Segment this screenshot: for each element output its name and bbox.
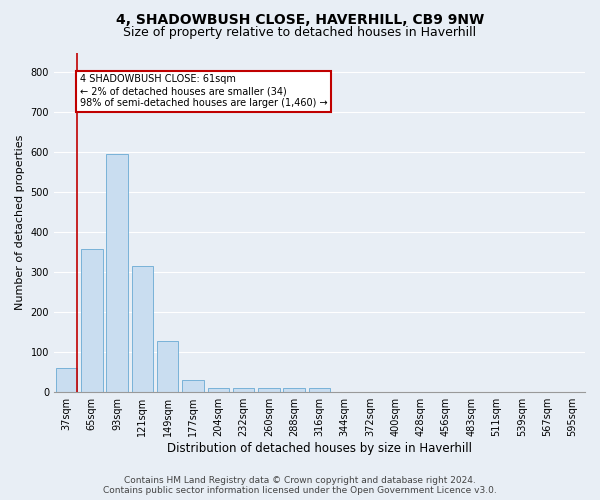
Text: Size of property relative to detached houses in Haverhill: Size of property relative to detached ho…	[124, 26, 476, 39]
X-axis label: Distribution of detached houses by size in Haverhill: Distribution of detached houses by size …	[167, 442, 472, 455]
Bar	[81, 249, 103, 392]
Bar	[258, 388, 280, 392]
Text: 4 SHADOWBUSH CLOSE: 61sqm
← 2% of detached houses are smaller (34)
98% of semi-d: 4 SHADOWBUSH CLOSE: 61sqm ← 2% of detach…	[80, 74, 328, 108]
Bar	[208, 388, 229, 392]
Text: 4, SHADOWBUSH CLOSE, HAVERHILL, CB9 9NW: 4, SHADOWBUSH CLOSE, HAVERHILL, CB9 9NW	[116, 12, 484, 26]
Bar	[106, 154, 128, 392]
Bar	[283, 388, 305, 392]
Bar	[182, 380, 204, 392]
Y-axis label: Number of detached properties: Number of detached properties	[15, 134, 25, 310]
Text: Contains HM Land Registry data © Crown copyright and database right 2024.
Contai: Contains HM Land Registry data © Crown c…	[103, 476, 497, 495]
Bar	[309, 388, 330, 392]
Bar	[157, 341, 178, 392]
Bar	[56, 368, 77, 392]
Bar	[233, 388, 254, 392]
Bar	[131, 266, 153, 392]
